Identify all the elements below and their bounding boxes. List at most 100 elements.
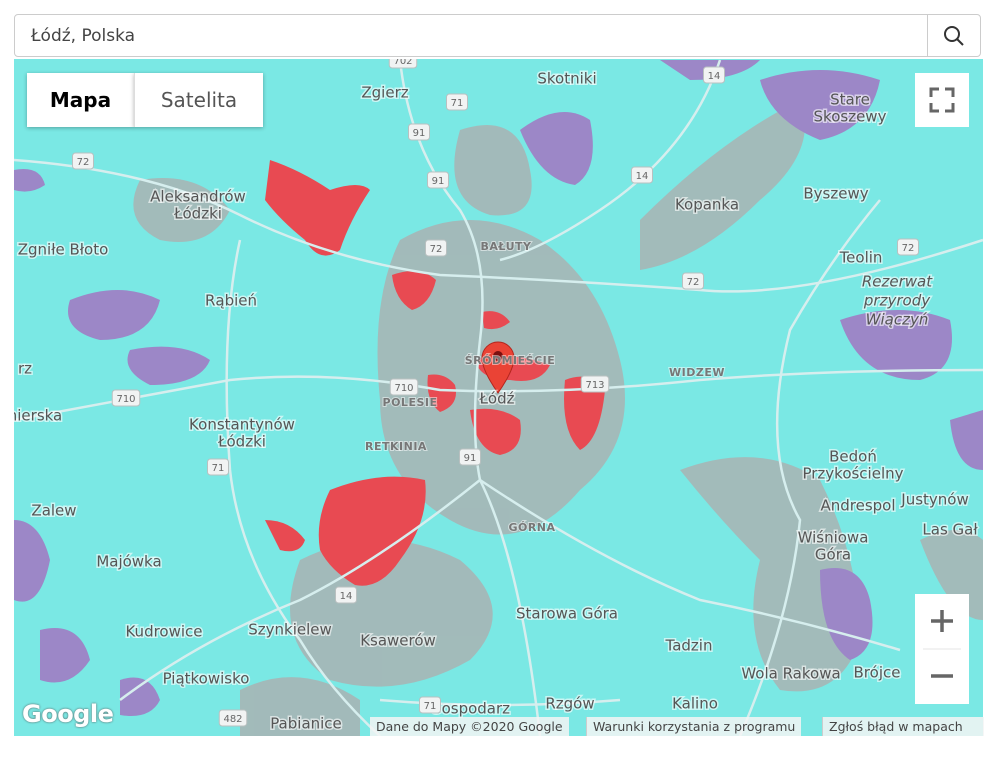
roads: [14, 59, 983, 736]
place-label: Zgierz: [361, 84, 408, 102]
road-number: 482: [223, 714, 242, 725]
road-badge: 91: [459, 448, 481, 466]
place-label: Rąbień: [205, 292, 257, 310]
road-badge-bg: [631, 166, 653, 184]
place-label: Łódzki: [173, 205, 222, 223]
zoom-controls: [915, 594, 969, 704]
fullscreen-button[interactable]: [915, 73, 969, 127]
road-badge: 710: [111, 389, 141, 407]
road-badge-bg: [388, 59, 418, 69]
road-badge: 713: [580, 375, 610, 393]
road-badge: 14: [631, 166, 653, 184]
road-number: 14: [708, 71, 721, 82]
district-label: RETKINIA: [365, 440, 427, 453]
place-label: Bedoń: [829, 448, 877, 466]
road-number: 91: [413, 128, 426, 139]
road-badge-bg: [427, 171, 449, 189]
place-label: Stare: [830, 91, 870, 109]
place-label: Przykościelny: [802, 465, 903, 483]
road-badge-bg: [703, 66, 725, 84]
place-label: Ksawerów: [360, 632, 436, 650]
district-label: BAŁUTY: [481, 240, 533, 253]
place-label: rz: [18, 360, 32, 378]
place-label: Justynów: [900, 491, 968, 509]
reserve-label: Rezerwat: [862, 273, 933, 291]
place-label: Kudrowice: [125, 623, 202, 641]
road-badge: 72: [682, 272, 704, 290]
place-label: Las Gał: [922, 521, 978, 539]
google-logo[interactable]: Google: [22, 700, 114, 728]
road-badge: 72: [425, 239, 447, 257]
place-label: Wiśniowa: [798, 529, 869, 547]
map-type-button[interactable]: Satelita: [134, 73, 263, 127]
road-number: 72: [687, 277, 700, 288]
report-link[interactable]: Zgłoś błąd w mapach: [822, 717, 984, 736]
road-badge: 710: [389, 378, 419, 396]
road-number: 72: [902, 243, 915, 254]
reserve-label: Wiączyń: [866, 311, 929, 329]
road-badge: 71: [446, 93, 468, 111]
attribution: Dane do Mapy ©2020 Google: [370, 717, 569, 736]
place-label: Konstantynów: [189, 416, 295, 434]
place-label: nierska: [14, 407, 62, 425]
road-badge-bg: [335, 586, 357, 604]
search-query[interactable]: Łódź, Polska: [31, 26, 136, 46]
road-badge-bg: [897, 238, 919, 256]
location-marker[interactable]: [481, 341, 515, 394]
place-label: Starowa Góra: [516, 605, 618, 623]
place-label: Byszewy: [803, 185, 868, 203]
road-number: 71: [212, 463, 225, 474]
search-button[interactable]: [927, 15, 980, 56]
road-badge-bg: [425, 239, 447, 257]
place-label: Aleksandrów: [150, 188, 246, 206]
place-label: Piątkowisko: [163, 670, 250, 688]
place-label: Teolin: [839, 249, 883, 267]
place-label: Andrespol: [820, 497, 895, 515]
road-badge-bg: [72, 152, 94, 170]
road-badge-bg: [389, 378, 419, 396]
road-badge: 702: [388, 59, 418, 69]
road-badge: 14: [703, 66, 725, 84]
place-label: Rzgów: [545, 695, 594, 713]
road-number: 710: [394, 383, 413, 394]
road-number: 702: [393, 59, 412, 67]
road-badge: 91: [427, 171, 449, 189]
place-label: Szynkielew: [248, 621, 332, 639]
road-badge: 482: [218, 709, 248, 727]
road-badge: 91: [408, 123, 430, 141]
map-type-button[interactable]: Mapa: [27, 73, 134, 127]
road-number: 72: [77, 157, 90, 168]
road-badge-bg: [446, 93, 468, 111]
place-label: Kopanka: [675, 196, 739, 214]
road-badge-bg: [459, 448, 481, 466]
search-box[interactable]: Łódź, Polska: [14, 14, 981, 57]
road-number: 713: [585, 380, 604, 391]
place-label: Tadzin: [665, 637, 713, 655]
place-label: Zalew: [31, 502, 76, 520]
place-label: Skoszewy: [814, 108, 887, 126]
terms-link[interactable]: Warunki korzystania z programu: [586, 717, 802, 736]
road-number: 71: [424, 701, 437, 712]
road-number: 72: [430, 244, 443, 255]
road-badge: 72: [897, 238, 919, 256]
place-label: Skotniki: [537, 70, 596, 88]
place-label: Kalino: [672, 695, 718, 713]
red-zones: [265, 160, 605, 586]
place-label: Gospodarz: [430, 700, 510, 718]
road-badge-bg: [111, 389, 141, 407]
place-label: Wola Rakowa: [741, 665, 840, 683]
road-number: 14: [340, 591, 353, 602]
road-badge: 14: [335, 586, 357, 604]
road-badge: 71: [419, 696, 441, 714]
place-label: Góra: [815, 546, 851, 564]
road-number: 71: [451, 98, 464, 109]
road-badge: 71: [207, 458, 229, 476]
road-number: 710: [116, 394, 135, 405]
road-number: 91: [432, 176, 445, 187]
zoom-in[interactable]: [931, 610, 953, 632]
road-badge-bg: [408, 123, 430, 141]
road-badge-bg: [580, 375, 610, 393]
